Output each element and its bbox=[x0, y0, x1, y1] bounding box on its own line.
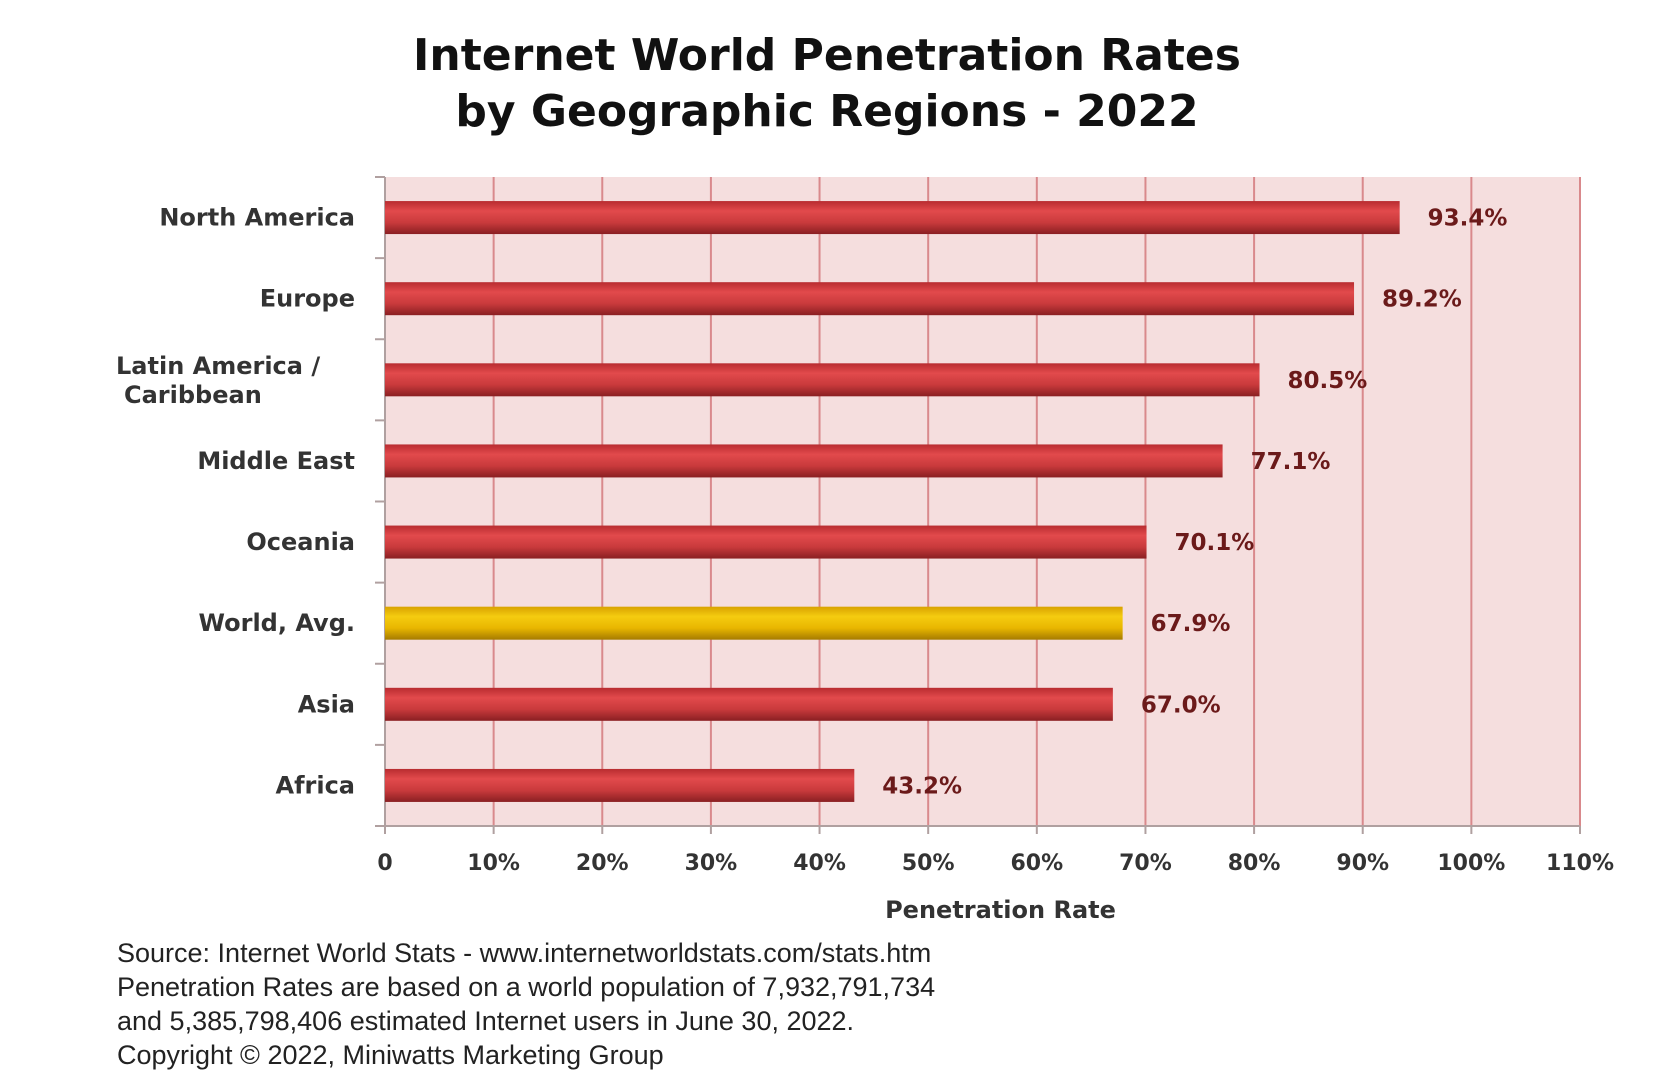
population-note-line: Penetration Rates are based on a world p… bbox=[117, 972, 936, 1002]
data-label-latin-america-caribbean: 80.5% bbox=[1288, 368, 1368, 394]
data-label-world-avg: 67.9% bbox=[1151, 611, 1231, 637]
category-label-asia: Asia bbox=[298, 690, 355, 718]
x-tick-label-2: 20% bbox=[576, 851, 629, 876]
bar-world-avg bbox=[385, 606, 1123, 640]
bar-asia bbox=[385, 687, 1113, 721]
category-label-north-america: North America bbox=[159, 204, 355, 232]
x-tick-label-5: 50% bbox=[902, 851, 955, 876]
category-label-middle-east: Middle East bbox=[197, 447, 355, 475]
category-label-line-0: Latin America / bbox=[116, 352, 320, 380]
bar-europe bbox=[385, 282, 1355, 316]
data-label-asia: 67.0% bbox=[1141, 692, 1221, 718]
x-tick-label-3: 30% bbox=[685, 851, 738, 876]
x-tick-label-9: 90% bbox=[1336, 851, 1389, 876]
x-tick-label-1: 10% bbox=[467, 851, 520, 876]
bars bbox=[385, 201, 1400, 802]
axes bbox=[375, 176, 1581, 834]
chart-title-line-2: by Geographic Regions - 2022 bbox=[455, 86, 1199, 137]
bar-north-america bbox=[385, 201, 1400, 235]
category-label-africa: Africa bbox=[276, 771, 356, 799]
data-label-oceania: 70.1% bbox=[1175, 530, 1255, 556]
chart-title-line-1: Internet World Penetration Rates bbox=[413, 30, 1241, 81]
category-label-world-avg: World, Avg. bbox=[199, 609, 355, 637]
users-note-line: and 5,385,798,406 estimated Internet use… bbox=[117, 1006, 855, 1036]
x-tick-label-8: 80% bbox=[1228, 851, 1281, 876]
plot-area bbox=[385, 177, 1580, 826]
x-tick-label-11: 110% bbox=[1546, 851, 1614, 876]
bar-chart: 93.4% North America 89.2% Europe 80.5% Latin … bbox=[116, 176, 1614, 920]
data-label-middle-east: 77.1% bbox=[1251, 449, 1331, 475]
chart-title: Internet World Penetration Rates by Geog… bbox=[0, 28, 1654, 140]
source-note: Source: Internet World Stats - www.inter… bbox=[117, 936, 935, 1072]
bar-middle-east bbox=[385, 444, 1223, 478]
data-label-north-america: 93.4% bbox=[1428, 206, 1508, 232]
labels: 93.4% North America 89.2% Europe 80.5% Latin … bbox=[116, 204, 1614, 920]
x-tick-label-6: 60% bbox=[1010, 851, 1063, 876]
copyright-line: Copyright © 2022, Miniwatts Marketing Gr… bbox=[117, 1040, 664, 1070]
x-tick-label-10: 100% bbox=[1437, 851, 1505, 876]
source-line: Source: Internet World Stats - www.inter… bbox=[117, 938, 932, 968]
bar-latin-america-caribbean bbox=[385, 363, 1260, 397]
x-tick-label-0: 0 bbox=[377, 851, 392, 876]
x-tick-label-7: 70% bbox=[1119, 851, 1172, 876]
data-label-africa: 43.2% bbox=[882, 773, 962, 799]
data-label-europe: 89.2% bbox=[1382, 287, 1462, 313]
category-label-oceania: Oceania bbox=[246, 528, 355, 556]
x-axis-title: Penetration Rate bbox=[885, 896, 1116, 920]
category-label-latin-america-caribbean: Latin America / Caribbean bbox=[116, 352, 320, 409]
category-label-europe: Europe bbox=[260, 285, 355, 313]
bar-africa bbox=[385, 768, 855, 802]
category-label-line-1: Caribbean bbox=[124, 381, 262, 409]
x-tick-label-4: 40% bbox=[793, 851, 846, 876]
bar-oceania bbox=[385, 525, 1147, 559]
